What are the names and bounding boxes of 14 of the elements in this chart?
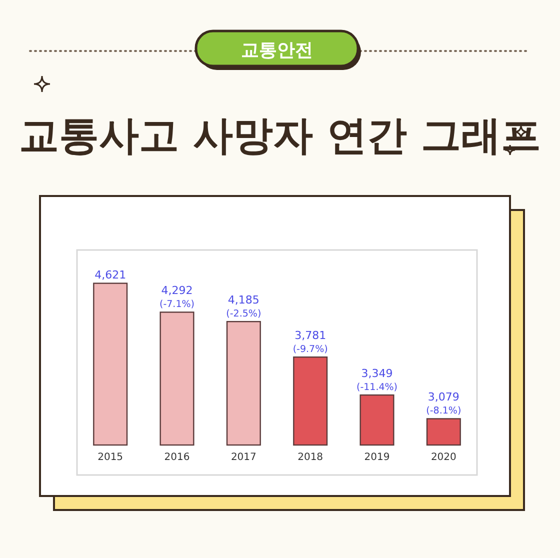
data-label: 4,292 (-7.1%)	[160, 284, 194, 310]
data-label: 3,349 (-11.4%)	[356, 367, 398, 394]
x-tick-label: 2019	[364, 452, 390, 463]
data-label: 4,621	[94, 268, 126, 282]
data-label: 3,079 (-8.1%)	[426, 390, 462, 417]
x-tick-label: 2018	[298, 452, 324, 463]
x-tick-label: 2017	[230, 452, 256, 463]
chart-title: 교통사고 사망자 연간 그래프	[19, 113, 541, 159]
x-tick-label: 2016	[164, 452, 190, 463]
x-tick-label: 2020	[430, 452, 456, 463]
chart-subtitle: 교통안전	[241, 40, 313, 61]
data-label: 4,185 (-2.5%)	[226, 294, 262, 320]
x-tick-label: 2015	[98, 452, 124, 463]
data-label: 3,781 (-9.7%)	[292, 329, 328, 356]
